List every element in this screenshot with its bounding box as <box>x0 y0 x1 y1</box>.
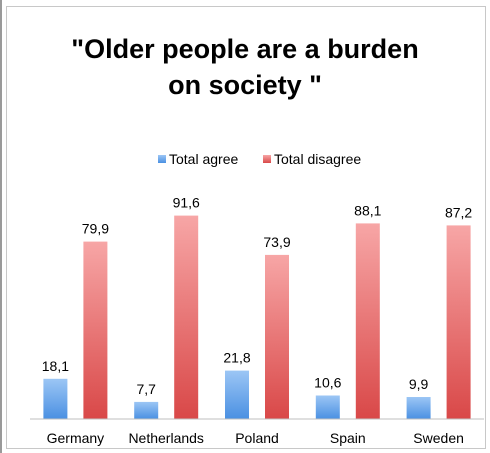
bar-disagree-poland <box>265 254 289 419</box>
value-label-disagree-sweden: 87,2 <box>445 204 472 220</box>
bar-disagree-netherlands <box>174 215 199 419</box>
value-label-agree-netherlands: 7,7 <box>136 381 156 397</box>
bar-disagree-sweden <box>446 225 471 419</box>
bars <box>43 215 471 419</box>
value-label-agree-spain: 10,6 <box>314 375 341 391</box>
bar-disagree-spain <box>355 223 380 419</box>
bar-disagree-germany <box>83 241 108 419</box>
x-tick-label-sweden: Sweden <box>413 430 464 446</box>
legend-label-disagree: Total disagree <box>274 151 361 167</box>
x-tick-label-germany: Germany <box>47 430 105 446</box>
bar-agree-netherlands <box>134 401 159 419</box>
chart-title-line-1: "Older people are a burden <box>71 34 418 64</box>
value-label-disagree-netherlands: 91,6 <box>173 195 200 211</box>
chart-title-line-2: on society " <box>168 70 322 100</box>
legend-swatch-disagree <box>263 155 271 163</box>
bar-agree-germany <box>43 378 68 419</box>
legend-label-agree: Total agree <box>169 151 238 167</box>
window-left-edge <box>0 0 2 453</box>
x-tick-label-netherlands: Netherlands <box>128 430 204 446</box>
bar-agree-spain <box>315 395 340 419</box>
value-label-disagree-poland: 73,9 <box>263 234 290 250</box>
x-tick-label-spain: Spain <box>330 430 366 446</box>
legend: Total agree Total disagree <box>158 151 361 167</box>
bar-agree-sweden <box>406 397 431 419</box>
x-tick-label-poland: Poland <box>235 430 279 446</box>
value-label-agree-germany: 18,1 <box>42 358 69 374</box>
value-label-agree-sweden: 9,9 <box>409 376 429 392</box>
value-label-disagree-spain: 88,1 <box>354 202 381 218</box>
value-label-disagree-germany: 79,9 <box>82 221 109 237</box>
value-labels: 18,1 79,9 7,7 91,6 21,8 73,9 10,6 88,1 9,9 87,2 <box>42 195 473 397</box>
x-axis-tick-labels: Germany Netherlands Poland Spain Sweden <box>47 430 464 446</box>
bar-agree-poland <box>225 370 249 419</box>
value-label-agree-poland: 21,8 <box>223 350 250 366</box>
legend-swatch-agree <box>158 155 166 163</box>
